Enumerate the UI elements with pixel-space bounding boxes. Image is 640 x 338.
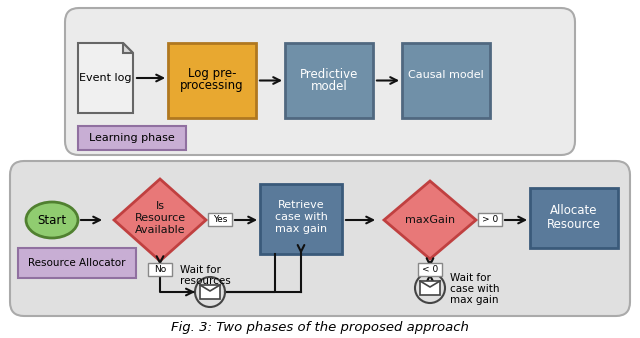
- Text: Is: Is: [156, 201, 164, 211]
- Text: Retrieve: Retrieve: [278, 200, 324, 210]
- Ellipse shape: [26, 202, 78, 238]
- Bar: [78, 126, 186, 150]
- Text: < 0: < 0: [422, 265, 438, 273]
- Text: model: model: [310, 80, 348, 93]
- Text: Fig. 3: Two phases of the proposed approach: Fig. 3: Two phases of the proposed appro…: [171, 320, 469, 334]
- Text: Resource Allocator: Resource Allocator: [28, 258, 125, 268]
- Text: Start: Start: [37, 214, 67, 226]
- Bar: [402, 43, 490, 118]
- Text: Wait for: Wait for: [180, 265, 221, 275]
- Text: Learning phase: Learning phase: [89, 133, 175, 143]
- Bar: [478, 213, 502, 226]
- Text: Event log: Event log: [79, 73, 132, 83]
- Text: Available: Available: [134, 225, 186, 235]
- Text: maxGain: maxGain: [405, 215, 455, 225]
- Text: No: No: [154, 265, 166, 273]
- Bar: [260, 184, 342, 254]
- Bar: [420, 281, 440, 295]
- Bar: [530, 188, 618, 248]
- Polygon shape: [123, 43, 133, 53]
- Polygon shape: [114, 179, 206, 261]
- FancyBboxPatch shape: [65, 8, 575, 155]
- Text: > 0: > 0: [482, 215, 498, 224]
- Text: Resource: Resource: [134, 213, 186, 223]
- Bar: [418, 263, 442, 276]
- Text: Causal model: Causal model: [408, 70, 484, 79]
- Text: Allocate: Allocate: [550, 204, 598, 217]
- Text: Predictive: Predictive: [300, 68, 358, 81]
- FancyBboxPatch shape: [10, 161, 630, 316]
- Polygon shape: [78, 43, 133, 113]
- Bar: [168, 43, 256, 118]
- Text: Yes: Yes: [213, 215, 227, 224]
- Polygon shape: [384, 181, 476, 259]
- Text: max gain: max gain: [450, 295, 499, 305]
- Bar: [208, 213, 232, 226]
- Bar: [148, 263, 172, 276]
- Bar: [18, 248, 136, 278]
- Text: Log pre-: Log pre-: [188, 67, 236, 80]
- Text: case with: case with: [275, 212, 328, 222]
- Text: Resource: Resource: [547, 218, 601, 232]
- Text: processing: processing: [180, 79, 244, 92]
- Text: max gain: max gain: [275, 224, 327, 234]
- Bar: [285, 43, 373, 118]
- Text: case with: case with: [450, 284, 499, 294]
- Bar: [200, 285, 220, 299]
- Text: resources: resources: [180, 276, 231, 286]
- Text: Wait for: Wait for: [450, 273, 491, 283]
